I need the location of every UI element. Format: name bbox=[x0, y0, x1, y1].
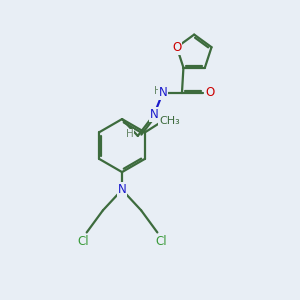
Text: N: N bbox=[118, 183, 126, 196]
Text: O: O bbox=[172, 41, 182, 54]
Text: Cl: Cl bbox=[155, 236, 167, 248]
Text: Cl: Cl bbox=[77, 236, 89, 248]
Text: O: O bbox=[205, 86, 214, 99]
Text: H: H bbox=[126, 129, 134, 140]
Text: CH₃: CH₃ bbox=[159, 116, 180, 126]
Text: N: N bbox=[158, 86, 167, 99]
Text: N: N bbox=[150, 108, 158, 121]
Text: H: H bbox=[154, 86, 161, 96]
